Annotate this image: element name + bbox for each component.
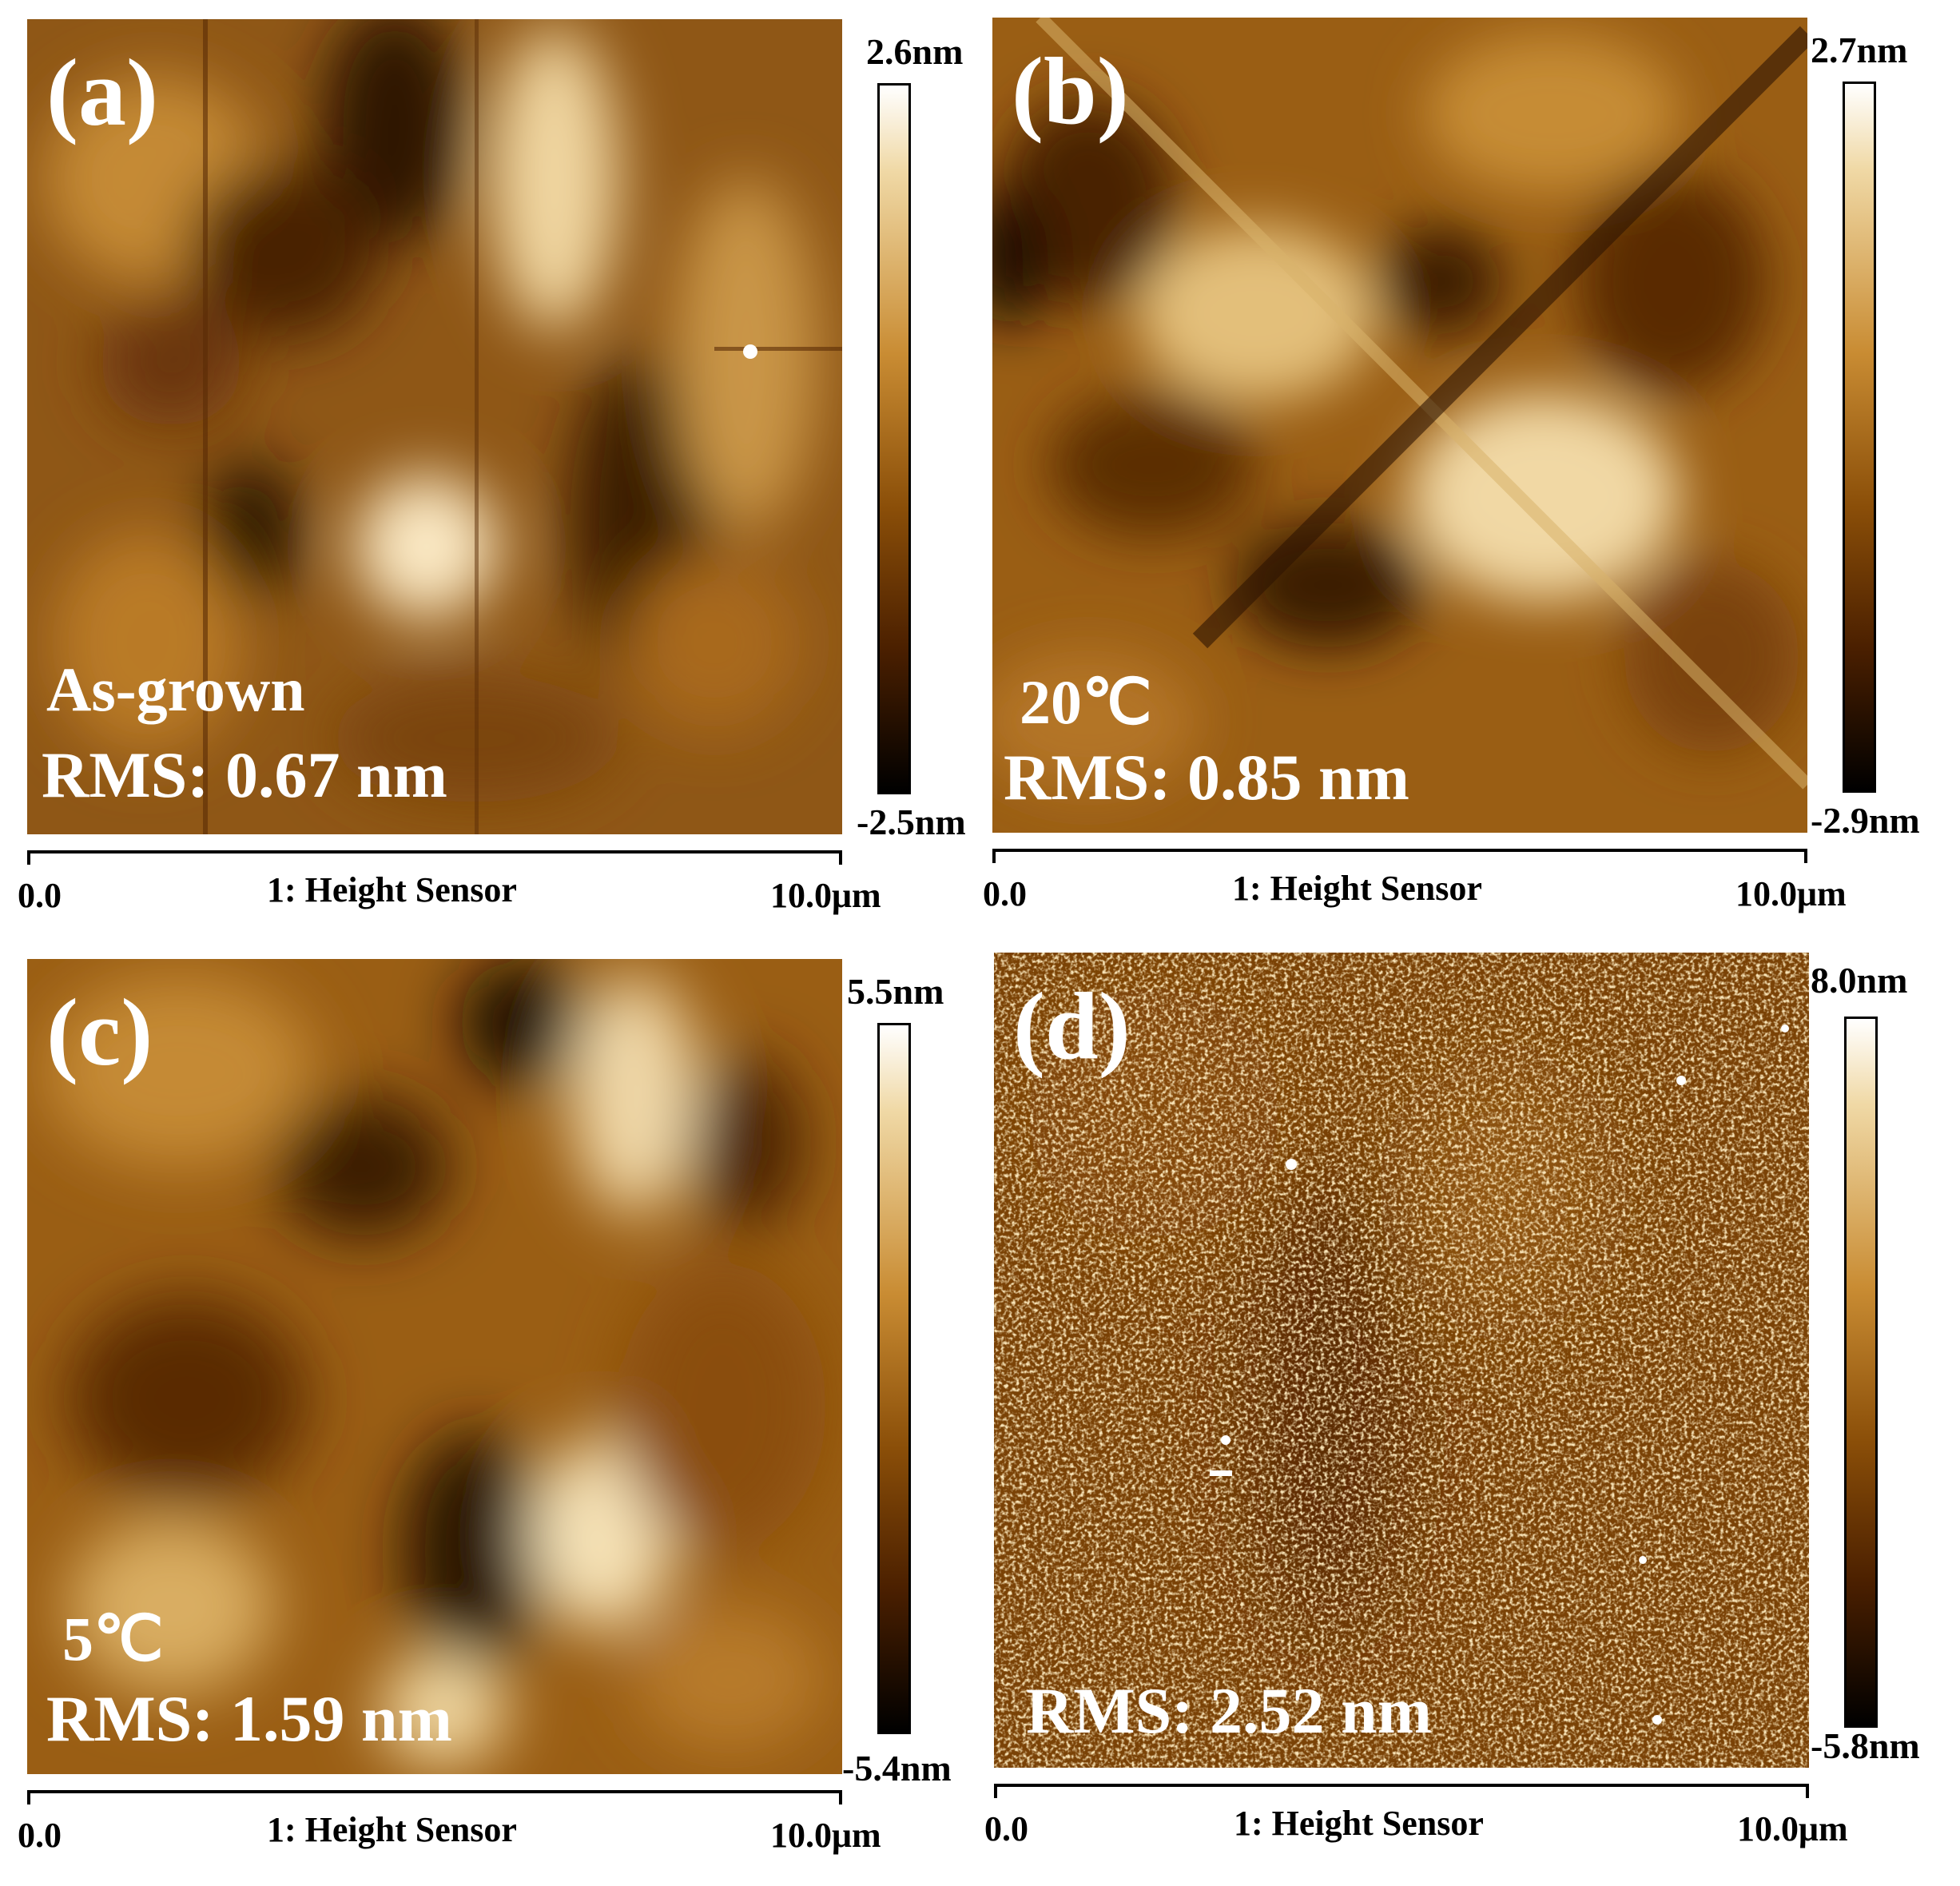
scale-bar (992, 849, 1807, 863)
afm-image-d (994, 953, 1809, 1768)
axis-end-label: 10.0μm (770, 876, 881, 915)
panel-c: (c) 5℃ RMS: 1.59 nm 5.5nm -5.4nm 0.0 1: … (18, 959, 986, 1886)
colorbar (877, 83, 911, 794)
panel-label: (a) (46, 39, 158, 145)
colorbar-max-label: 8.0nm (1811, 960, 1908, 1001)
axis-title: 1: Height Sensor (267, 870, 517, 909)
axis-start-label: 0.0 (984, 1809, 1028, 1848)
afm-texture-c (27, 959, 842, 1774)
colorbar-min-label: -5.4nm (842, 1748, 952, 1789)
axis-start-label: 0.0 (18, 1816, 62, 1855)
colorbar (1844, 1017, 1878, 1728)
afm-image-a (27, 19, 842, 834)
rms-label: RMS: 0.85 nm (1004, 741, 1409, 814)
axis-end-label: 10.0μm (1735, 874, 1847, 913)
scale-bar (27, 1790, 842, 1804)
axis-title: 1: Height Sensor (267, 1810, 517, 1849)
colorbar-min-label: -2.9nm (1811, 800, 1920, 841)
afm-texture-a (27, 19, 842, 834)
condition-label: 5℃ (62, 1604, 164, 1673)
afm-image-b (992, 18, 1807, 833)
colorbar (877, 1023, 911, 1734)
panel-label: (b) (1012, 38, 1129, 144)
axis-end-label: 10.0μm (770, 1816, 881, 1855)
colorbar-min-label: -2.5nm (857, 802, 966, 842)
panel-label: (c) (46, 979, 153, 1085)
panel-b: (b) 20℃ RMS: 0.85 nm 2.7nm -2.9nm 0.0 1:… (983, 18, 1951, 945)
axis-title: 1: Height Sensor (1232, 869, 1482, 908)
afm-texture-b (992, 18, 1807, 833)
axis-start-label: 0.0 (18, 876, 62, 915)
scale-bar (994, 1784, 1809, 1798)
colorbar-max-label: 5.5nm (847, 971, 944, 1012)
condition-label: As-grown (46, 655, 305, 724)
afm-texture-d (994, 953, 1809, 1768)
colorbar-max-label: 2.6nm (866, 31, 964, 72)
panel-a: (a) As-grown RMS: 0.67 nm 2.6nm -2.5nm 0… (18, 19, 986, 946)
axis-title: 1: Height Sensor (1234, 1804, 1484, 1843)
colorbar (1843, 82, 1876, 793)
panel-d: (d) RMS: 2.52 nm 8.0nm -5.8nm 0.0 1: Hei… (984, 953, 1953, 1880)
colorbar-max-label: 2.7nm (1811, 30, 1908, 70)
rms-label: RMS: 1.59 nm (46, 1682, 452, 1755)
scale-bar (27, 850, 842, 865)
axis-start-label: 0.0 (983, 874, 1027, 913)
axis-end-label: 10.0μm (1737, 1809, 1848, 1848)
panel-label: (d) (1013, 973, 1131, 1079)
condition-label: 20℃ (1020, 667, 1152, 737)
colorbar-min-label: -5.8nm (1811, 1725, 1920, 1766)
rms-label: RMS: 0.67 nm (42, 738, 447, 811)
rms-label: RMS: 2.52 nm (1026, 1674, 1432, 1747)
afm-image-c (27, 959, 842, 1774)
